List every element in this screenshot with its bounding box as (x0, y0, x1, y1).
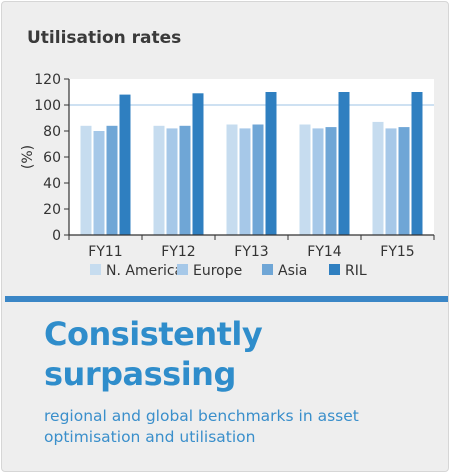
y-tick-label: 80 (43, 124, 61, 140)
section-divider (5, 296, 448, 302)
bar-asia-fy11 (106, 125, 118, 235)
bar-ril-fy13 (265, 92, 277, 235)
bar-europe-fy13 (239, 128, 251, 235)
bar-asia-fy12 (179, 125, 191, 235)
legend-swatch (329, 264, 340, 275)
utilisation-bar-chart: 0 20 40 60 80 100 120 FY11 FY12 FY13 FY14 FY15 (%) N.… (20, 72, 435, 279)
bar-europe-fy15 (385, 128, 397, 235)
bar-n-america-fy12 (153, 125, 165, 235)
x-tick-label: FY13 (234, 244, 268, 260)
bar-n-america-fy13 (226, 124, 238, 235)
y-tick-label: 0 (52, 228, 61, 244)
y-tick-label: 20 (43, 202, 61, 218)
bar-ril-fy12 (192, 93, 204, 235)
legend-label: Europe (193, 263, 242, 279)
bar-europe-fy14 (312, 128, 324, 235)
bar-ril-fy11 (119, 94, 131, 235)
y-tick-label: 120 (34, 72, 61, 88)
legend-label: RIL (345, 263, 367, 279)
subheadline: regional and global benchmarks in asset … (44, 407, 359, 446)
bar-europe-fy12 (166, 128, 178, 235)
x-tick-label: FY12 (161, 244, 195, 260)
bar-asia-fy14 (325, 127, 337, 235)
bar-n-america-fy15 (372, 121, 384, 235)
legend-swatch (262, 264, 273, 275)
bar-n-america-fy14 (299, 124, 311, 235)
bar-europe-fy11 (93, 131, 105, 235)
x-tick-label: FY14 (307, 244, 342, 260)
y-axis-label: (%) (20, 145, 36, 169)
bar-ril-fy15 (411, 92, 423, 235)
x-tick-label: FY15 (380, 244, 414, 260)
bar-n-america-fy11 (80, 125, 92, 235)
chart-title: Utilisation rates (27, 28, 182, 48)
headline: Consistently surpassing (44, 315, 263, 393)
legend-swatch (90, 264, 101, 275)
bar-asia-fy13 (252, 124, 264, 235)
legend-label: Asia (278, 263, 307, 279)
y-tick-label: 100 (34, 98, 61, 114)
y-tick-label: 40 (43, 176, 61, 192)
legend-label: N. America (106, 263, 183, 279)
x-tick-label: FY11 (88, 244, 122, 260)
bar-asia-fy15 (398, 127, 410, 235)
y-tick-label: 60 (43, 150, 61, 166)
legend-swatch (177, 264, 188, 275)
bar-ril-fy14 (338, 92, 350, 235)
